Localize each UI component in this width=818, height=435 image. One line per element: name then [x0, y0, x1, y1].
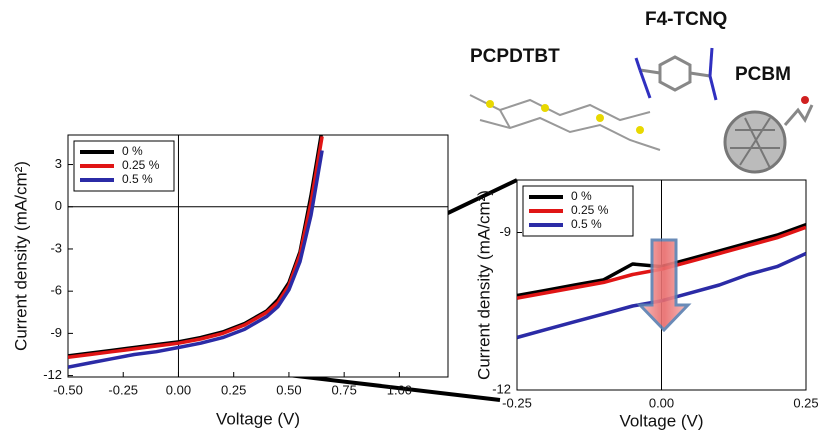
- y-tick-label: -3: [50, 240, 62, 255]
- legend-label: 0.25 %: [571, 203, 609, 217]
- x-tick-label: -0.25: [502, 395, 532, 410]
- y-tick-label: -9: [499, 224, 511, 239]
- legend-label: 0.5 %: [122, 172, 153, 186]
- charts: -0.50 -0.25 0.00 0.25 0.50 0.75 1.00 3 0 -3 -6 -9 -1…: [11, 134, 818, 430]
- x-tick-label: -0.25: [108, 382, 138, 397]
- y-tick-label: -12: [492, 381, 511, 396]
- x-tick-label: 1.00: [387, 382, 412, 397]
- y-tick-label: -6: [50, 283, 62, 298]
- molecule-pcbm: [723, 96, 814, 174]
- x-axis-title: Voltage (V): [619, 411, 703, 430]
- series-line: [68, 150, 324, 369]
- legend-label: 0.5 %: [571, 217, 602, 231]
- molecule-label: PCPDTBT: [470, 46, 560, 67]
- x-tick-label: -0.50: [53, 382, 83, 397]
- legend-label: 0 %: [571, 189, 592, 203]
- chart: -0.50 -0.25 0.00 0.25 0.50 0.75 1.00 3 0 -3 -6 -9 -1…: [11, 134, 449, 428]
- x-tick-label: 0.25: [793, 395, 818, 410]
- x-tick-label: 0.75: [332, 382, 357, 397]
- y-tick-label: 3: [55, 156, 62, 171]
- x-tick-label: 0.00: [649, 395, 674, 410]
- molecule-label: F4-TCNQ: [645, 9, 727, 30]
- y-tick-label: 0: [55, 198, 62, 213]
- y-tick-label: -9: [50, 325, 62, 340]
- molecule-pcpdtbt: [469, 94, 661, 151]
- chart: -0.25 0.00 0.25 -9 -12 Voltage (V) Current den…: [474, 179, 818, 430]
- x-tick-label: 0.50: [276, 382, 301, 397]
- x-tick-label: 0.25: [221, 382, 246, 397]
- y-axis-title: Current density (mA/cm²): [474, 190, 493, 380]
- x-axis-title: Voltage (V): [216, 409, 300, 428]
- molecule-f4tcnq: [634, 47, 718, 101]
- legend-label: 0.25 %: [122, 158, 160, 172]
- trend-arrow: [636, 238, 692, 333]
- x-tick-label: 0.00: [166, 382, 191, 397]
- y-tick-label: -12: [43, 367, 62, 382]
- molecule-label: PCBM: [735, 64, 791, 85]
- legend-box: [73, 140, 175, 192]
- y-axis-title: Current density (mA/cm²): [11, 161, 30, 351]
- series-line: [68, 136, 324, 360]
- legend-label: 0 %: [122, 144, 143, 158]
